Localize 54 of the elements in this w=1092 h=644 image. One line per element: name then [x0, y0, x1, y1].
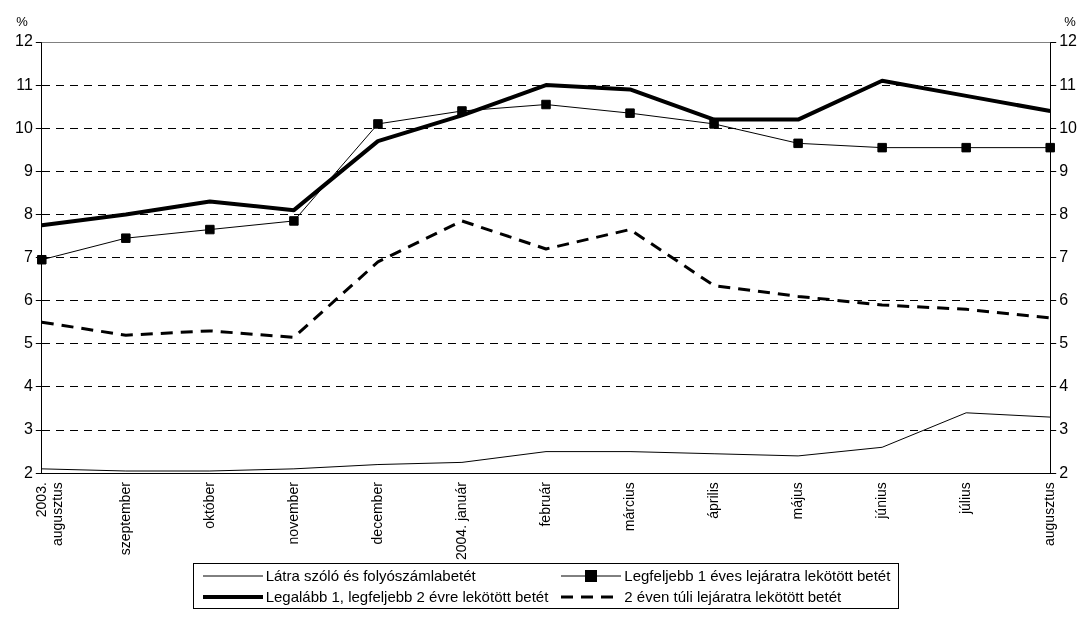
y2-tick-label: 4: [1059, 377, 1069, 395]
y-tick-label: 2: [23, 463, 33, 481]
x-tick-label: november: [284, 481, 301, 545]
x-tick-label: 2003. augusztus: [32, 482, 66, 546]
point: [373, 119, 383, 129]
y-tick-label: 3: [23, 420, 33, 438]
point: [289, 216, 299, 226]
legend-label: Látra szóló és folyószámlabetét: [265, 567, 476, 584]
y2-tick-label: 8: [1059, 204, 1069, 222]
legend-label: Legfeljebb 1 éves lejáratra lekötött betét: [624, 567, 891, 584]
x-tick-label: szeptember: [116, 481, 133, 556]
point: [793, 138, 803, 149]
point: [121, 233, 131, 243]
y2-axis-title: %: [1064, 14, 1077, 29]
y2-tick-label: 12: [1059, 32, 1078, 50]
y-axis-title: %: [16, 14, 29, 29]
y-tick-label: 5: [23, 334, 33, 352]
point: [205, 224, 215, 235]
x-tick-label: június: [872, 482, 889, 520]
x-tick-label: 2004. január: [452, 481, 469, 560]
y2-tick-label: 7: [1059, 247, 1069, 265]
y-tick-label: 9: [23, 161, 33, 179]
x-tick-label: október: [200, 481, 217, 529]
y-tick-label: 8: [23, 204, 33, 222]
legend-label: 2 éven túli lejáratra lekötött betét: [624, 588, 842, 605]
point: [625, 108, 635, 118]
x-tick-label: május: [788, 482, 805, 520]
y-tick-label: 12: [15, 32, 33, 50]
point: [457, 106, 467, 116]
y2-tick-label: 2: [1059, 463, 1069, 481]
x-tick-label: augusztus: [1041, 482, 1058, 546]
y2-tick-label: 11: [1059, 75, 1076, 93]
legend-label: Legalább 1, legfeljebb 2 évre lekötött betét: [265, 588, 549, 605]
y2-tick-label: 3: [1059, 420, 1069, 438]
y-tick-label: 10: [15, 118, 33, 136]
x-tick-label: február: [536, 481, 553, 527]
point: [37, 254, 47, 265]
x-tick-label: március: [620, 482, 637, 532]
y2-tick-label: 9: [1059, 161, 1069, 179]
point: [709, 119, 719, 129]
y2-tick-label: 10: [1059, 118, 1078, 136]
point: [541, 99, 551, 110]
y-tick-label: 4: [23, 377, 33, 395]
y-tick-label: 7: [23, 247, 33, 265]
y-tick-label: 11: [16, 75, 33, 93]
y-tick-label: 6: [23, 291, 33, 309]
point: [877, 142, 887, 153]
x-tick-label: április: [704, 482, 721, 519]
y2-tick-label: 5: [1059, 334, 1069, 352]
point: [961, 142, 971, 153]
x-tick-label: július: [957, 482, 974, 516]
y2-tick-label: 6: [1059, 291, 1069, 309]
x-tick-label: december: [368, 481, 385, 545]
point: [1045, 142, 1055, 153]
